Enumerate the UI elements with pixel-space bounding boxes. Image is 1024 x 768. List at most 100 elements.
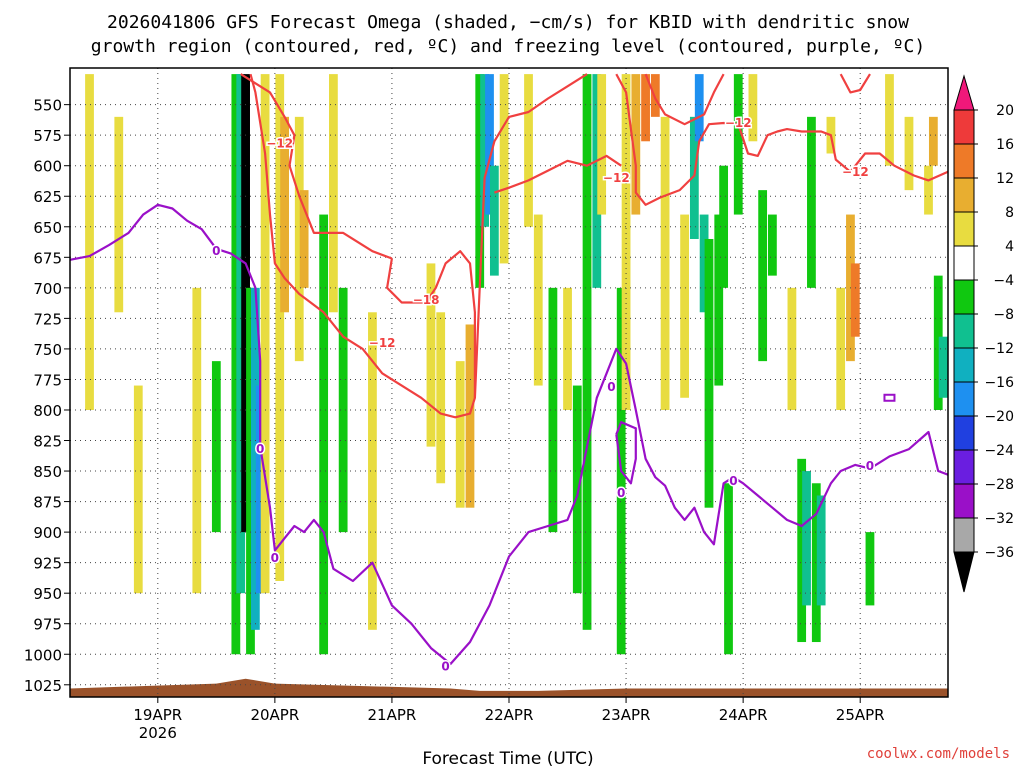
omega-cell xyxy=(802,471,811,606)
y-tick-label: 925 xyxy=(33,555,62,573)
terrain-area xyxy=(70,678,948,697)
freezing-level-contour xyxy=(615,421,637,485)
omega-cell xyxy=(714,214,724,386)
omega-cell xyxy=(724,483,733,655)
omega-cell xyxy=(329,74,338,313)
omega-cell xyxy=(192,287,202,594)
omega-cell xyxy=(621,74,631,410)
y-tick-label: 675 xyxy=(33,249,62,267)
freezing-level-contour xyxy=(69,203,949,666)
chart-title-line2: growth region (contoured, red, ºC) and f… xyxy=(91,36,925,57)
dgz-contour xyxy=(473,73,588,398)
y-tick-label: 775 xyxy=(33,371,62,389)
omega-cell xyxy=(426,263,436,447)
y-tick-label: 750 xyxy=(33,341,62,359)
omega-cell xyxy=(865,532,875,606)
omega-cell xyxy=(928,116,938,166)
y-tick-label: 800 xyxy=(33,402,62,420)
colorbar-label: −32 xyxy=(984,511,1014,527)
y-tick-label: 650 xyxy=(33,219,62,237)
omega-cell xyxy=(236,74,246,594)
contour-label: −12 xyxy=(725,116,752,130)
colorbar-swatch xyxy=(953,449,975,485)
x-tick-label: 25APR xyxy=(836,706,885,724)
y-tick-label: 725 xyxy=(33,310,62,328)
omega-cell xyxy=(436,312,446,484)
contour-box xyxy=(883,393,896,402)
omega-cell xyxy=(816,495,826,606)
dgz-contour xyxy=(240,73,393,260)
omega-cell xyxy=(114,116,124,313)
omega-cell xyxy=(275,74,285,581)
omega-cell xyxy=(787,287,797,410)
y-tick-label: 600 xyxy=(33,158,62,176)
omega-shading xyxy=(85,74,948,655)
contour-label: 0 xyxy=(256,442,264,456)
y-tick-label: 625 xyxy=(33,188,62,206)
colorbar: 20 16 12 8 4 −4 −8 −12 −16 −20 −24 −28 −32 −36 xyxy=(953,74,1014,593)
dgz-contour xyxy=(644,73,725,126)
colorbar-label: −12 xyxy=(984,341,1014,357)
omega-cell xyxy=(299,190,309,288)
contour-label: 0 xyxy=(607,380,615,394)
omega-cell xyxy=(719,165,729,288)
omega-cell xyxy=(368,312,377,630)
contour-label: 0 xyxy=(212,244,220,258)
colorbar-label: −8 xyxy=(993,307,1014,323)
colorbar-swatch xyxy=(953,245,975,281)
y-tick-label: 950 xyxy=(33,585,62,603)
colorbar-top-arrow xyxy=(953,74,975,111)
y-tick-label: 975 xyxy=(33,616,62,634)
omega-cell xyxy=(807,116,816,288)
omega-cell xyxy=(924,165,933,215)
dgz-contour xyxy=(249,73,476,419)
colorbar-bottom-arrow xyxy=(953,551,975,593)
omega-cell xyxy=(133,385,143,594)
omega-cell xyxy=(465,324,475,508)
y-tick-label: 700 xyxy=(33,280,62,298)
colorbar-label: 8 xyxy=(1005,205,1014,221)
omega-cell xyxy=(231,74,241,655)
omega-cell xyxy=(319,214,329,655)
omega-cell xyxy=(797,458,807,643)
x-tick-label: 20APR xyxy=(250,706,299,724)
omega-cell xyxy=(641,74,650,142)
colorbar-label: 16 xyxy=(996,137,1014,153)
omega-cell xyxy=(582,74,592,630)
omega-cell xyxy=(260,74,270,594)
contour-label: 0 xyxy=(271,551,279,565)
colorbar-swatch xyxy=(953,313,975,349)
omega-cell xyxy=(660,116,670,410)
omega-cell xyxy=(338,287,348,533)
colorbar-label: −36 xyxy=(984,545,1014,561)
colorbar-swatch xyxy=(953,109,975,145)
colorbar-label: 20 xyxy=(996,103,1014,119)
omega-cell xyxy=(694,74,704,142)
y-axis-ticks: 550 575 600 625 650 675 700 725 750 775 800 825 850 8… xyxy=(24,97,70,695)
x-tick-label: 19APR xyxy=(133,706,182,724)
y-tick-label: 900 xyxy=(33,524,62,542)
omega-cell xyxy=(572,385,582,594)
omega-cell xyxy=(489,165,499,276)
omega-cell xyxy=(475,74,485,288)
omega-cell xyxy=(650,74,660,117)
colorbar-label: −16 xyxy=(984,375,1014,391)
omega-cell xyxy=(933,275,943,410)
contour-label: 0 xyxy=(866,459,874,473)
colorbar-swatch xyxy=(953,177,975,213)
dgz-contour xyxy=(839,73,871,94)
omega-cell xyxy=(533,214,543,386)
colorbar-swatch xyxy=(953,381,975,417)
y-tick-label: 550 xyxy=(33,97,62,115)
colorbar-label: 12 xyxy=(996,171,1014,187)
x-tick-label: 22APR xyxy=(485,706,534,724)
omega-cell xyxy=(733,74,743,215)
colorbar-swatch xyxy=(953,211,975,247)
terrain-fill xyxy=(70,678,948,697)
omega-cell xyxy=(768,214,777,276)
colorbar-swatch xyxy=(953,483,975,519)
colorbar-swatch xyxy=(953,517,975,553)
omega-cell xyxy=(850,263,860,337)
omega-cell xyxy=(631,74,641,215)
colorbar-swatch xyxy=(953,279,975,315)
